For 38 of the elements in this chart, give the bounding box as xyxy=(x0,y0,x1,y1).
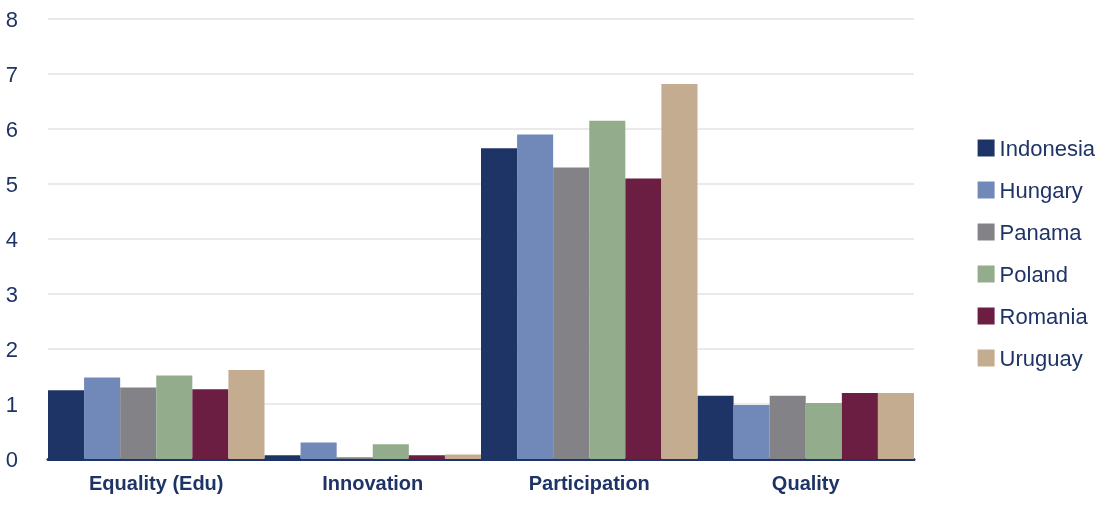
y-tick-label: 7 xyxy=(5,61,18,87)
y-tick-label: 8 xyxy=(5,6,18,32)
y-tick-label: 2 xyxy=(5,336,18,362)
bar xyxy=(553,167,590,459)
y-tick-label: 0 xyxy=(5,446,18,472)
x-tick-label: Quality xyxy=(771,472,841,494)
bar xyxy=(517,134,554,459)
bar xyxy=(444,454,481,459)
bar xyxy=(156,375,193,459)
legend-label: Poland xyxy=(999,261,1069,287)
y-tick-label: 4 xyxy=(5,226,18,252)
bar xyxy=(805,402,842,459)
bar xyxy=(589,120,626,459)
bar xyxy=(661,83,698,459)
x-tick-label: Equality (Edu) xyxy=(89,472,224,494)
y-tick-label: 1 xyxy=(5,391,18,417)
bar xyxy=(408,455,445,459)
bar xyxy=(769,395,806,459)
legend-label: Indonesia xyxy=(999,135,1096,161)
x-tick-label: Innovation xyxy=(322,472,424,494)
bar xyxy=(733,405,770,459)
y-tick-label: 6 xyxy=(5,116,18,142)
legend-label: Panama xyxy=(999,219,1083,245)
x-tick-label: Participation xyxy=(528,472,650,494)
y-tick-label: 3 xyxy=(5,281,18,307)
bar xyxy=(228,369,265,459)
bar xyxy=(192,389,229,459)
bar xyxy=(625,178,662,459)
legend-label: Hungary xyxy=(999,177,1083,203)
y-tick-label: 5 xyxy=(5,171,18,197)
legend-label: Uruguay xyxy=(999,345,1083,371)
bar xyxy=(84,377,121,459)
bar xyxy=(300,442,337,459)
bar xyxy=(841,393,878,459)
legend-label: Romania xyxy=(999,303,1089,329)
bar xyxy=(877,393,914,459)
bar xyxy=(372,444,409,459)
bar xyxy=(120,387,157,459)
